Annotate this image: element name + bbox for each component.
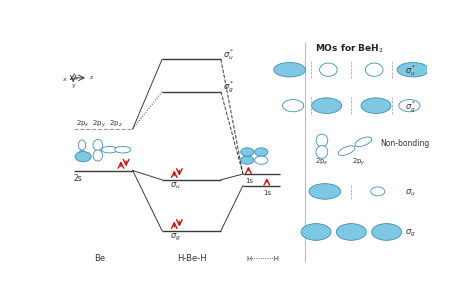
Text: 2p$_x$  2p$_y$  2p$_z$: 2p$_x$ 2p$_y$ 2p$_z$ <box>76 118 122 129</box>
Ellipse shape <box>372 224 401 240</box>
Text: x: x <box>63 77 67 82</box>
Ellipse shape <box>338 146 355 155</box>
Text: $\sigma_u$: $\sigma_u$ <box>405 187 415 198</box>
Ellipse shape <box>355 137 372 147</box>
Ellipse shape <box>241 148 254 156</box>
Ellipse shape <box>399 100 420 112</box>
Text: H-Be-H: H-Be-H <box>177 254 206 263</box>
Ellipse shape <box>316 134 328 147</box>
Ellipse shape <box>301 224 331 240</box>
Ellipse shape <box>93 150 102 161</box>
Text: z: z <box>90 75 93 80</box>
Ellipse shape <box>255 148 268 156</box>
Ellipse shape <box>75 151 91 162</box>
Ellipse shape <box>241 156 254 164</box>
Ellipse shape <box>361 98 391 113</box>
Ellipse shape <box>337 224 366 240</box>
Ellipse shape <box>309 184 341 199</box>
Ellipse shape <box>316 146 328 158</box>
Ellipse shape <box>365 63 383 76</box>
Ellipse shape <box>319 63 337 76</box>
Ellipse shape <box>311 98 342 113</box>
Ellipse shape <box>101 147 118 153</box>
Text: $\sigma_g$: $\sigma_g$ <box>170 232 181 244</box>
Text: Be: Be <box>94 254 105 263</box>
Ellipse shape <box>78 140 86 150</box>
Text: H··········H: H··········H <box>246 256 280 262</box>
Text: $\sigma_u^*$: $\sigma_u^*$ <box>405 64 416 78</box>
Text: 1s: 1s <box>245 178 253 184</box>
Text: $\sigma_u^*$: $\sigma_u^*$ <box>223 47 234 62</box>
Ellipse shape <box>78 150 86 160</box>
Ellipse shape <box>371 187 385 196</box>
Ellipse shape <box>397 63 429 77</box>
Text: 2p$_y$: 2p$_y$ <box>352 156 365 168</box>
Text: 2s: 2s <box>73 174 82 183</box>
Ellipse shape <box>115 147 131 153</box>
Ellipse shape <box>283 100 304 112</box>
Text: $\sigma_g^*$: $\sigma_g^*$ <box>405 99 416 115</box>
Text: $\sigma_u$: $\sigma_u$ <box>170 181 181 191</box>
Ellipse shape <box>255 156 268 164</box>
Text: 1s: 1s <box>263 190 271 196</box>
Text: 2p$_x$: 2p$_x$ <box>315 157 329 167</box>
Text: MOs for BeH$_2$: MOs for BeH$_2$ <box>315 42 383 55</box>
Text: $\sigma_g$: $\sigma_g$ <box>405 228 415 239</box>
Ellipse shape <box>273 63 305 77</box>
Ellipse shape <box>93 139 102 150</box>
Text: y: y <box>72 83 76 88</box>
Text: Non-bonding: Non-bonding <box>381 139 430 148</box>
Text: $\sigma_g^*$: $\sigma_g^*$ <box>223 80 234 95</box>
